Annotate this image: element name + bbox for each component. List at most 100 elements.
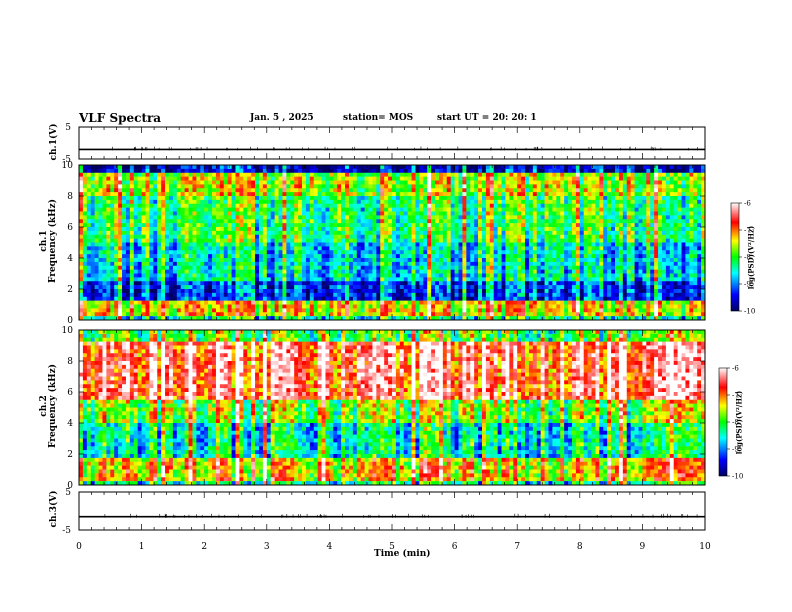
ch1-spectrogram-cell: [431, 184, 435, 188]
ch1-spectrogram-cell: [212, 184, 216, 188]
ch1-spectrogram-cell: [208, 181, 212, 185]
ch1-spectrogram-cell: [161, 223, 165, 227]
ch1-spectrogram-cell: [392, 173, 396, 177]
ch1-spectrogram-cell: [455, 188, 459, 192]
ch1-spectrogram-cell: [185, 301, 189, 305]
ch1-spectrogram-cell: [412, 258, 416, 262]
ch1-spectrogram-cell: [318, 258, 322, 262]
ch1-spectrogram-cell: [369, 169, 373, 173]
ch1-spectrogram-cell: [177, 243, 181, 247]
ch1-spectrogram-cell: [290, 184, 294, 188]
ch1-spectrogram-cell: [498, 165, 502, 169]
ch1-spectrogram-cell: [275, 200, 279, 204]
ch1-spectrogram-cell: [427, 301, 431, 305]
ch1-spectrogram-cell: [110, 293, 114, 297]
ch1-spectrogram-cell: [259, 254, 263, 258]
ch1-spectrogram-cell: [267, 188, 271, 192]
ch1-spectrogram-cell: [361, 254, 365, 258]
ch1-spectrogram-cell: [517, 227, 521, 231]
ch1-spectrogram-cell: [462, 293, 466, 297]
ch1-spectrogram-cell: [302, 188, 306, 192]
ch1-spectrogram-cell: [106, 208, 110, 212]
ch1-spectrogram-cell: [263, 285, 267, 289]
ch1-spectrogram-cell: [505, 181, 509, 185]
ch1-spectrogram-cell: [99, 312, 103, 316]
ch1-spectrogram-cell: [161, 184, 165, 188]
ch1-spectrogram-cell: [474, 239, 478, 243]
ch1-spectrogram-cell: [302, 173, 306, 177]
ch1-spectrogram-cell: [494, 262, 498, 266]
ch1-spectrogram-cell: [322, 258, 326, 262]
ch1-spectrogram-cell: [302, 277, 306, 281]
ch1-spectrogram-cell: [529, 239, 533, 243]
ch1-spectrogram-cell: [87, 289, 91, 293]
ch1-spectrogram-cell: [349, 188, 353, 192]
ch1-spectrogram-cell: [419, 250, 423, 254]
ch1-spectrogram-cell: [189, 285, 193, 289]
ch1-spectrogram-cell: [87, 301, 91, 305]
ch1-spectrogram-cell: [521, 169, 525, 173]
ch1-spectrogram-cell: [474, 250, 478, 254]
ch1-spectrogram-cell: [396, 254, 400, 258]
ch1-spectrogram-cell: [142, 293, 146, 297]
ch1-spectrogram-cell: [189, 196, 193, 200]
ch1-spectrogram-cell: [322, 219, 326, 223]
ch1-spectrogram-cell: [153, 297, 157, 301]
ch1-spectrogram-cell: [279, 219, 283, 223]
ch1-spectrogram-cell: [533, 246, 537, 250]
ch1-spectrogram-cell: [138, 277, 142, 281]
ch1-spectrogram-cell: [337, 274, 341, 278]
ch1-spectrogram-cell: [99, 212, 103, 216]
ch1-spectrogram-cell: [490, 274, 494, 278]
ch1-spectrogram-cell: [149, 192, 153, 196]
ch1-spectrogram-cell: [509, 231, 513, 235]
ch1-spectrogram-cell: [130, 312, 134, 316]
ch1-spectrogram-cell: [224, 208, 228, 212]
ch1-spectrogram-cell: [95, 293, 99, 297]
ch1-spectrogram-cell: [509, 212, 513, 216]
ch1-spectrogram-cell: [271, 305, 275, 309]
ch1-spectrogram-cell: [130, 188, 134, 192]
ch1-spectrogram-cell: [443, 231, 447, 235]
ch1-spectrogram-cell: [87, 266, 91, 270]
ch1-spectrogram-cell: [255, 270, 259, 274]
ch1-spectrogram-cell: [216, 181, 220, 185]
ch1-spectrogram-cell: [87, 235, 91, 239]
ch1-spectrogram-cell: [357, 223, 361, 227]
ch1-spectrogram-cell: [224, 196, 228, 200]
ch1-spectrogram-cell: [545, 196, 549, 200]
ch1-spectrogram-cell: [95, 301, 99, 305]
ch1-spectrogram-cell: [392, 200, 396, 204]
ch1-spectrogram-cell: [365, 196, 369, 200]
ch1-spectrogram-cell: [505, 188, 509, 192]
ch1-spectrogram-cell: [220, 250, 224, 254]
ch1-spectrogram-cell: [443, 173, 447, 177]
ch1-spectrogram-cell: [99, 231, 103, 235]
ch1-spectrogram-cell: [236, 305, 240, 309]
ch1-spectrogram-cell: [482, 274, 486, 278]
ch1-spectrogram-cell: [228, 250, 232, 254]
ch1-spectrogram-cell: [486, 246, 490, 250]
ch1-spectrogram-cell: [529, 293, 533, 297]
ch1-spectrogram-cell: [189, 289, 193, 293]
ch1-spectrogram-cell: [322, 274, 326, 278]
ch1-spectrogram-cell: [337, 266, 341, 270]
ch1-spectrogram-cell: [169, 227, 173, 231]
ch1-spectrogram-cell: [294, 235, 298, 239]
ch1-spectrogram-cell: [505, 204, 509, 208]
ch1-spectrogram-cell: [298, 281, 302, 285]
ch1-spectrogram-cell: [505, 215, 509, 219]
ch1-spectrogram-cell: [388, 184, 392, 188]
ch1-spectrogram-cell: [306, 297, 310, 301]
ch1-spectrogram-cell: [310, 239, 314, 243]
ch1-spectrogram-cell: [110, 246, 114, 250]
ch1-spectrogram-cell: [169, 181, 173, 185]
ch1-spectrogram-cell: [126, 219, 130, 223]
ch1-spectrogram-cell: [505, 227, 509, 231]
ch1-spectrogram-cell: [466, 297, 470, 301]
ch1-spectrogram-cell: [353, 285, 357, 289]
ch1-spectrogram-cell: [474, 192, 478, 196]
ch1-spectrogram-cell: [423, 177, 427, 181]
ch1-spectrogram-cell: [87, 308, 91, 312]
ch1-spectrogram-cell: [138, 243, 142, 247]
